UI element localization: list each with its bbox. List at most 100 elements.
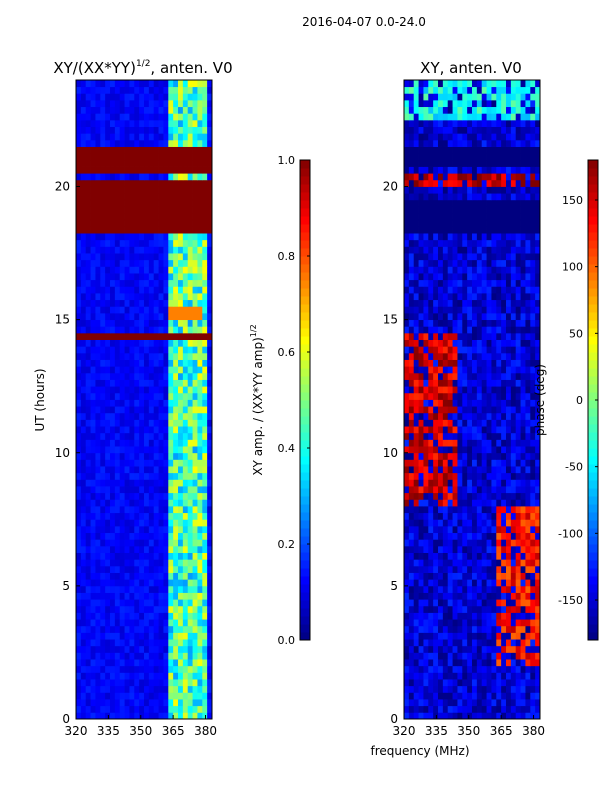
left-heatmap-cell — [173, 473, 178, 480]
right-heatmap-cell — [414, 546, 419, 553]
left-heatmap-cell — [91, 240, 96, 247]
right-heatmap-cell — [501, 406, 506, 413]
right-heatmap-cell — [530, 632, 535, 639]
left-heatmap-cell — [154, 127, 159, 134]
right-heatmap-cell — [409, 419, 414, 426]
right-heatmap-cell — [525, 466, 530, 473]
right-heatmap-cell — [443, 340, 448, 347]
right-heatmap-cell — [467, 506, 472, 513]
right-heatmap-cell — [521, 433, 526, 440]
right-heatmap-cell — [409, 313, 414, 320]
left-heatmap-cell — [81, 153, 86, 160]
left-heatmap-cell — [139, 300, 144, 307]
right-heatmap-cell — [467, 466, 472, 473]
left-heatmap-cell — [95, 672, 100, 679]
left-heatmap-cell — [115, 113, 120, 120]
right-heatmap-cell — [521, 479, 526, 486]
left-heatmap-cell — [120, 353, 125, 360]
left-heatmap-cell — [139, 273, 144, 280]
right-heatmap-cell — [501, 599, 506, 606]
right-heatmap-cell — [477, 586, 482, 593]
left-heatmap-cell — [183, 652, 188, 659]
right-heatmap-cell — [525, 439, 530, 446]
right-heatmap-cell — [414, 206, 419, 213]
left-heatmap-cell — [154, 386, 159, 393]
left-heatmap-cell — [115, 373, 120, 380]
left-heatmap-cell — [76, 293, 81, 300]
left-heatmap-cell — [149, 419, 154, 426]
left-heatmap-cell — [120, 286, 125, 293]
left-heatmap-cell — [76, 140, 81, 147]
right-heatmap-cell — [501, 493, 506, 500]
right-heatmap-cell — [472, 646, 477, 653]
right-heatmap-cell — [501, 446, 506, 453]
left-heatmap-cell — [81, 559, 86, 566]
left-heatmap-cell — [193, 646, 198, 653]
left-heatmap-cell — [110, 466, 115, 473]
right-heatmap-cell — [448, 579, 453, 586]
left-xtick-label: 350 — [129, 724, 152, 738]
right-heatmap-cell — [496, 419, 501, 426]
left-heatmap-cell — [134, 679, 139, 686]
left-heatmap-cell — [144, 213, 149, 220]
right-heatmap-cell — [525, 380, 530, 387]
right-heatmap-cell — [482, 566, 487, 573]
right-heatmap-cell — [477, 320, 482, 327]
left-heatmap-cell — [202, 686, 207, 693]
left-heatmap-cell — [134, 533, 139, 540]
right-heatmap-cell — [501, 266, 506, 273]
left-heatmap-cell — [105, 127, 110, 134]
right-heatmap-cell — [477, 353, 482, 360]
left-heatmap-cell — [120, 167, 125, 174]
left-heatmap-cell — [193, 180, 198, 187]
left-heatmap-cell — [139, 346, 144, 353]
right-heatmap-cell — [501, 220, 506, 227]
right-heatmap-cell — [457, 220, 462, 227]
right-heatmap-cell — [506, 333, 511, 340]
right-heatmap-cell — [496, 692, 501, 699]
right-heatmap-cell — [409, 632, 414, 639]
right-heatmap-cell — [467, 446, 472, 453]
left-heatmap-cell — [76, 226, 81, 233]
right-heatmap-cell — [457, 493, 462, 500]
left-heatmap-cell — [178, 187, 183, 194]
left-heatmap-cell — [81, 459, 86, 466]
right-heatmap-cell — [433, 213, 438, 220]
left-heatmap-cell — [115, 400, 120, 407]
left-heatmap-cell — [183, 286, 188, 293]
right-heatmap-cell — [496, 539, 501, 546]
left-heatmap-cell — [95, 360, 100, 367]
left-heatmap-cell — [76, 486, 81, 493]
left-heatmap-cell — [76, 699, 81, 706]
right-heatmap-cell — [462, 393, 467, 400]
right-heatmap-cell — [496, 639, 501, 646]
left-heatmap-cell — [144, 479, 149, 486]
left-heatmap-cell — [178, 120, 183, 127]
left-colorbar-segment — [300, 392, 310, 401]
right-heatmap-cell — [414, 513, 419, 520]
right-heatmap-cell — [491, 506, 496, 513]
left-heatmap-cell — [134, 419, 139, 426]
left-heatmap-cell — [168, 340, 173, 347]
left-heatmap-cell — [105, 626, 110, 633]
left-heatmap-cell — [91, 87, 96, 94]
left-heatmap-cell — [193, 499, 198, 506]
right-heatmap-cell — [433, 486, 438, 493]
right-heatmap-cell — [443, 546, 448, 553]
right-heatmap-cell — [511, 513, 516, 520]
left-heatmap-cell — [125, 293, 130, 300]
left-heatmap-cell — [100, 233, 105, 240]
left-heatmap-cell — [100, 187, 105, 194]
left-heatmap-cell — [149, 400, 154, 407]
right-heatmap-cell — [428, 340, 433, 347]
right-heatmap-cell — [491, 466, 496, 473]
left-heatmap-cell — [178, 526, 183, 533]
right-heatmap-cell — [419, 706, 424, 713]
right-heatmap-cell — [530, 479, 535, 486]
right-heatmap-cell — [457, 253, 462, 260]
right-heatmap-cell — [482, 400, 487, 407]
right-heatmap-cell — [404, 632, 409, 639]
left-heatmap-cell — [95, 712, 100, 719]
left-heatmap-cell — [134, 306, 139, 313]
left-heatmap-cell — [81, 466, 86, 473]
